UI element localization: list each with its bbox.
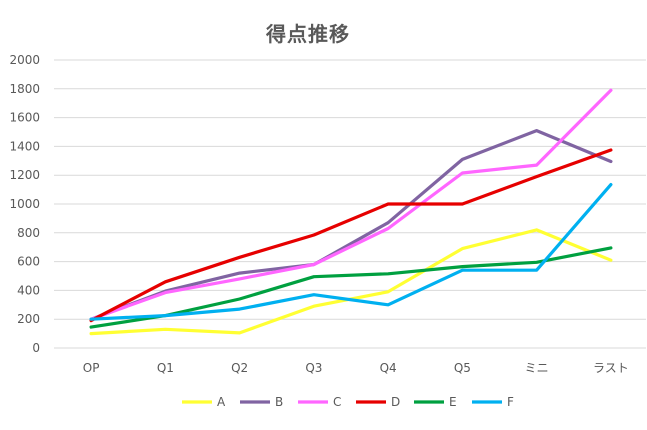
legend-label-A: A (217, 395, 226, 409)
grid-lines (54, 59, 646, 349)
legend-label-F: F (507, 395, 514, 409)
x-tick-label: Q5 (454, 361, 471, 375)
y-tick-label: 2000 (9, 53, 40, 67)
series-lines (89, 88, 613, 336)
y-tick-label: 1000 (9, 197, 40, 211)
y-tick-label: 800 (17, 226, 40, 240)
y-tick-label: 1800 (9, 82, 40, 96)
x-tick-label: Q1 (157, 361, 174, 375)
x-axis-tick-labels: OP Q1 Q2 Q3 Q4 Q5 ミニ ラスト (83, 361, 629, 375)
y-tick-label: 1400 (9, 139, 40, 153)
y-tick-label: 0 (32, 341, 40, 355)
x-tick-label: Q3 (305, 361, 322, 375)
x-tick-label: ラスト (593, 361, 629, 375)
y-axis-tick-labels: 0 200 400 600 800 1000 1200 1400 1600 1800 2000 (9, 53, 40, 355)
legend-label-E: E (449, 395, 457, 409)
y-tick-label: 1600 (9, 111, 40, 125)
series-line-F (89, 183, 613, 321)
chart-title: 得点推移 (265, 22, 350, 46)
y-tick-label: 1200 (9, 168, 40, 182)
legend-label-C: C (333, 395, 341, 409)
x-tick-label: Q4 (380, 361, 397, 375)
legend: A B C D E F (182, 395, 514, 409)
legend-label-D: D (391, 395, 400, 409)
series-line-D (89, 148, 613, 323)
y-tick-label: 200 (17, 312, 40, 326)
series-line-B (89, 129, 613, 321)
x-tick-label: OP (83, 361, 100, 375)
y-tick-label: 400 (17, 283, 40, 297)
legend-label-B: B (275, 395, 283, 409)
y-tick-label: 600 (17, 255, 40, 269)
series-line-C (89, 88, 613, 321)
series-line-E (89, 246, 613, 329)
x-tick-label: Q2 (231, 361, 248, 375)
x-tick-label: ミニ (525, 361, 549, 375)
